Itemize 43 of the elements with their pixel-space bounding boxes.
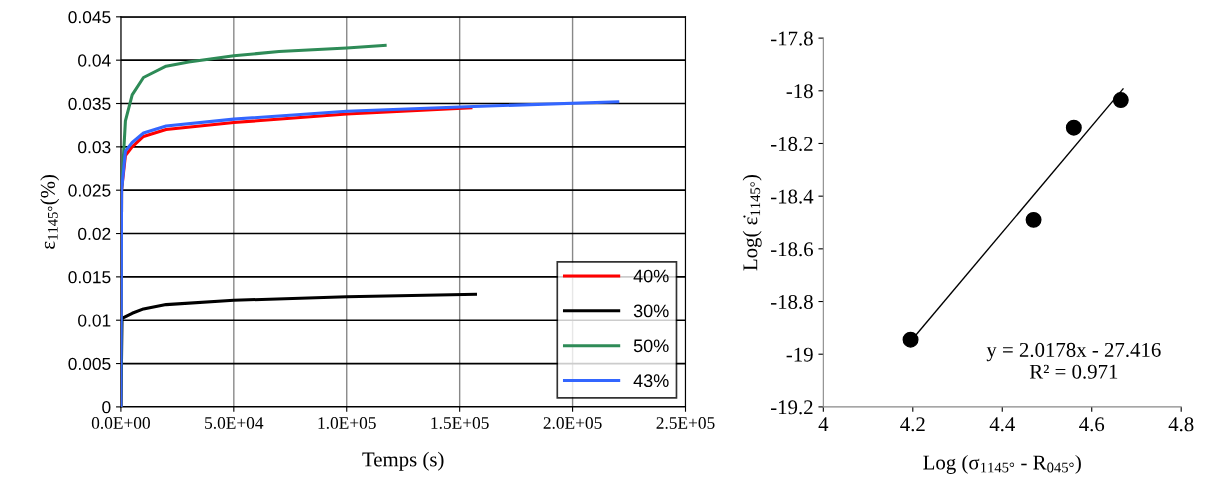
y-tick-label: -19.2 — [770, 400, 813, 415]
y-tick-label: -18.2 — [770, 136, 813, 151]
y-tick-label: 0.03 — [78, 141, 111, 154]
x-tick-label: 5.0E+04 — [205, 417, 264, 429]
x-tick-label: 4.4 — [989, 417, 1015, 432]
point — [1112, 92, 1129, 108]
y-tick-label: 0 — [102, 401, 111, 414]
x-tick-label: 2.0E+05 — [543, 417, 602, 429]
y-tick-label: 0.005 — [68, 357, 111, 371]
y-tick-label: 0.02 — [78, 227, 111, 240]
x-tick-label: 4.8 — [1168, 417, 1194, 432]
y-tick-label: 0.025 — [68, 184, 111, 197]
legend-label: 50% — [633, 339, 669, 353]
x-axis-title: Log (σ$_{1145°}$ - R$_{045°}$) — [923, 454, 1081, 474]
y-tick-label: -18.8 — [770, 294, 813, 310]
annotation: y = 2.0178x - 27.416 R² = 0.971 — [986, 342, 1161, 379]
y-tick-label: 0.04 — [78, 54, 111, 67]
point — [1065, 119, 1082, 136]
y-tick-label: 0.045 — [68, 11, 111, 24]
y-tick-label: -18.4 — [770, 189, 814, 204]
x-tick-label: 4.6 — [1079, 417, 1105, 432]
y-axis-title: ε$_{1145°}$(%) — [40, 174, 60, 249]
x-axis-title: Temps (s) — [362, 451, 444, 471]
x-tick-label: 4.2 — [900, 417, 925, 432]
line-series — [120, 100, 620, 407]
legend-label: 30% — [633, 304, 669, 318]
x-tick-label: 1.5E+05 — [431, 417, 489, 429]
y-tick-label: 0.01 — [78, 314, 111, 327]
y-tick-label: -18 — [786, 84, 813, 99]
legend-label: 40% — [633, 269, 669, 283]
y-axis-title: Log( ε̇$_{1145°}$) — [742, 174, 762, 271]
y-tick-label: -17.8 — [770, 31, 813, 46]
y-tick-label: -19 — [786, 347, 813, 362]
x-tick-label: 2.5E+05 — [656, 417, 715, 429]
point — [1025, 211, 1042, 228]
x-tick-label: 1.0E+05 — [318, 417, 376, 429]
y-tick-label: -18.6 — [770, 242, 813, 257]
legend-label: 43% — [633, 374, 669, 388]
y-tick-label: 0.035 — [68, 97, 111, 110]
point — [902, 331, 919, 348]
y-tick-label: 0.015 — [68, 271, 111, 284]
x-tick-label: 0.0E+00 — [91, 417, 150, 429]
x-tick-label: 4 — [818, 417, 829, 432]
